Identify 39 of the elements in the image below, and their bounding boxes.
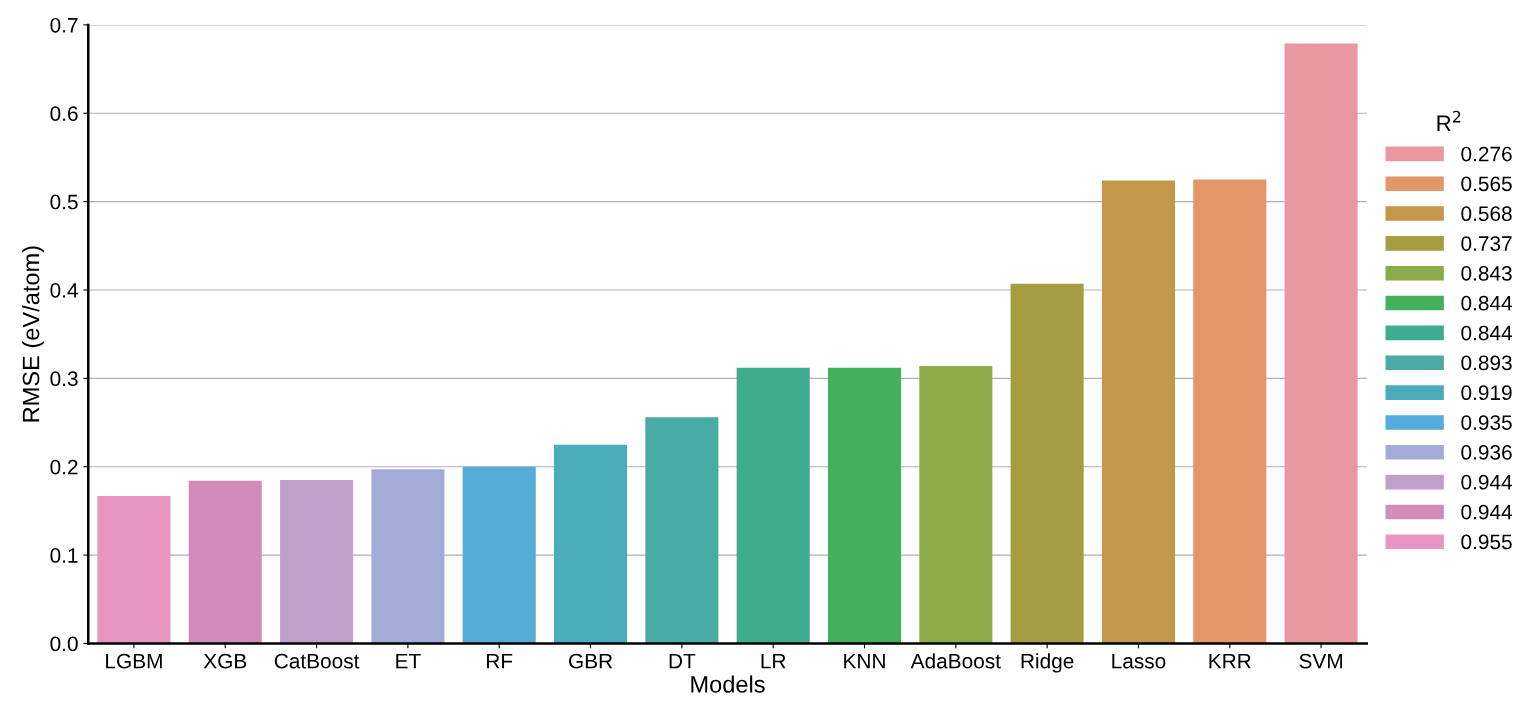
legend-label: 0.944: [1461, 474, 1513, 490]
legend-label: 0.844: [1461, 325, 1513, 341]
y-tick-label: 0.0: [50, 636, 78, 652]
x-tick-label: Ridge: [1021, 653, 1074, 673]
y-axis-title: RMSE (eV/atom): [22, 246, 45, 422]
legend-label: 0.944: [1461, 504, 1513, 520]
x-tick-label: LR: [761, 653, 786, 669]
legend-label: 0.893: [1461, 355, 1512, 371]
y-tick-label: 0.3: [50, 371, 78, 387]
x-tick-label: DT: [669, 653, 696, 669]
x-tick-label: GBR: [569, 653, 613, 669]
x-tick-label: KRR: [1209, 653, 1251, 669]
legend-label: 0.568: [1461, 206, 1512, 222]
y-tick-label: 0.2: [50, 459, 78, 475]
y-tick-label: 0.5: [50, 194, 78, 210]
legend-label: 0.565: [1461, 176, 1512, 192]
legend-label: 0.737: [1461, 236, 1512, 251]
x-tick-label: KNN: [844, 653, 885, 669]
x-tick-label: CatBoost: [274, 653, 360, 669]
y-tick-label: 0.4: [50, 282, 78, 298]
x-tick-label: Lasso: [1112, 653, 1166, 669]
legend-label: 0.955: [1461, 534, 1512, 550]
legend-label: 0.844: [1461, 295, 1513, 311]
legend-label: 0.935: [1461, 415, 1512, 430]
x-tick-label: XGB: [203, 653, 247, 669]
x-tick-label: AdaBoost: [910, 653, 1001, 669]
x-axis-title: Models: [691, 675, 765, 693]
x-tick-label: SVM: [1299, 653, 1342, 669]
x-tick-label: LGBM: [106, 653, 162, 669]
y-tick-label: 0.6: [50, 106, 78, 122]
legend-label: 0.936: [1461, 445, 1512, 460]
legend-label: 0.843: [1461, 265, 1512, 281]
legend-label: 0.276: [1461, 146, 1512, 162]
legend-title: R$^{2}$: [1437, 110, 1461, 131]
x-tick-label: RF: [487, 653, 513, 669]
y-tick-label: 0.1: [50, 548, 78, 563]
legend-label: 0.919: [1461, 385, 1512, 401]
y-tick-label: 0.7: [50, 17, 78, 33]
x-tick-label: ET: [396, 653, 421, 669]
